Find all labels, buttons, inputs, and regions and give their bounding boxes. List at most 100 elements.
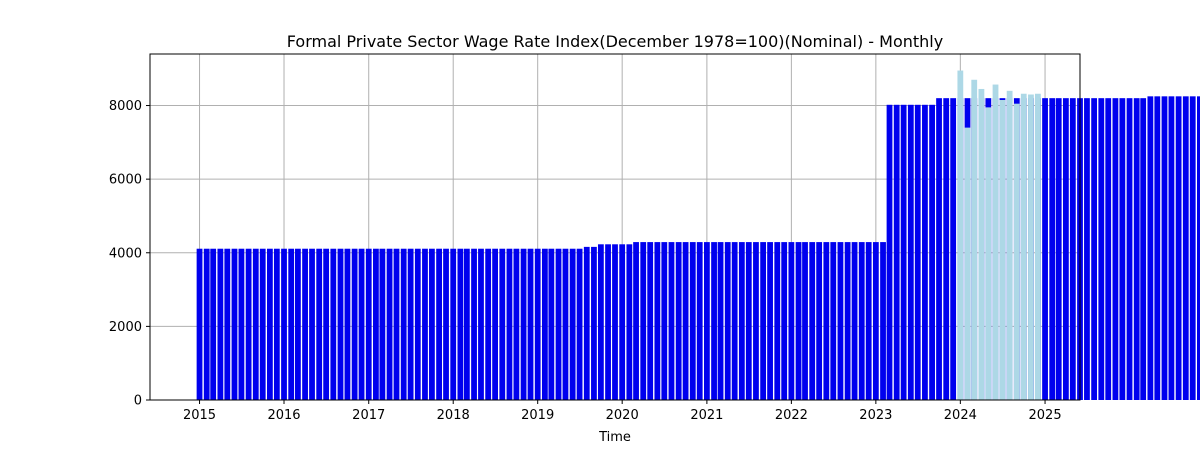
history-bar [541,248,548,400]
x-tick-label: 2025 [1029,408,1062,423]
history-bar [485,248,492,400]
x-axis-label: Time [598,430,631,445]
history-bar [400,248,407,400]
x-tick-label: 2024 [944,408,977,423]
history-bar [1055,98,1062,401]
history-bar [936,98,942,401]
history-bar [950,98,957,401]
history-bar [689,242,696,400]
history-bar [612,244,618,400]
history-bar [858,242,865,400]
history-bar [907,104,914,401]
history-bar [288,248,295,400]
history-bar [872,242,879,400]
history-bar [534,248,541,400]
history-bar [837,242,844,400]
history-bar [429,248,435,400]
history-bar [704,242,710,400]
history-bar [555,248,562,400]
history-bar [295,248,301,400]
history-bar [647,242,654,400]
history-bar [1049,98,1056,401]
history-bar [492,248,498,400]
history-bar [267,248,273,400]
history-bar [844,242,851,400]
history-bar [605,244,611,400]
history-bar [196,248,203,400]
history-bar [1154,96,1161,400]
history-bar [626,244,633,400]
history-bar [731,242,738,400]
history-bar [760,242,767,400]
history-bar [513,248,520,400]
history-bar [816,242,823,400]
history-bar [823,242,830,400]
bars [196,70,1200,401]
x-tick-label: 2017 [352,408,385,423]
y-tick-label: 2000 [109,320,142,335]
history-bar [309,248,315,400]
forecast-bar [978,88,985,400]
forecast-bar [1020,93,1027,400]
history-bar [506,248,513,400]
history-bar [273,248,280,400]
history-bar [654,242,661,400]
history-bar [316,248,323,400]
y-axis-ticks: 0 2000 4000 6000 8000 [109,99,150,409]
history-bar [527,248,534,400]
history-bar [238,248,245,400]
history-bar [351,248,358,400]
history-bar [365,248,372,400]
history-bar [675,242,682,400]
history-bar [880,242,886,400]
history-bar [302,248,308,400]
history-bar [1119,98,1126,401]
history-bar [753,242,759,400]
history-bar [682,242,689,400]
forecast-bar [971,79,978,401]
history-bar [379,248,386,400]
history-bar [569,248,576,400]
history-bar [422,248,428,400]
history-bar [767,242,773,400]
history-bar [252,248,259,400]
history-bar [245,248,252,400]
history-bar [711,242,717,400]
history-bar [373,248,379,400]
history-bar [1147,96,1154,400]
history-bar [717,242,724,400]
history-bar [893,104,900,401]
history-bar [231,248,238,400]
history-bar [436,248,442,400]
history-bar [1161,96,1168,400]
history-bar [914,104,921,401]
history-bar [463,248,470,400]
history-bar [597,244,604,400]
y-tick-label: 6000 [109,173,142,188]
history-bar [358,248,365,400]
history-bar [668,242,675,400]
history-bar [809,242,816,400]
history-bar [210,248,217,400]
history-bar [450,248,457,400]
history-bar [548,248,555,400]
history-bar [851,242,858,400]
history-bar [802,242,808,400]
y-tick-label: 8000 [109,99,142,114]
history-bar [478,248,484,400]
history-bar [1126,98,1133,401]
history-bar [386,248,393,400]
history-bar [633,242,639,400]
history-bar [520,248,527,400]
history-bar [1189,96,1196,400]
forecast-bar [992,84,999,401]
history-bar [443,248,449,400]
y-tick-label: 0 [134,394,142,409]
history-bar [640,242,647,400]
x-axis-ticks: 2015 2016 2017 2018 2019 2020 2021 2022 2023 2024… [183,400,1062,423]
history-bar [407,248,414,400]
history-bar [562,248,569,400]
history-bar [224,248,231,400]
history-bar [457,248,464,400]
x-tick-label: 2022 [775,408,808,423]
